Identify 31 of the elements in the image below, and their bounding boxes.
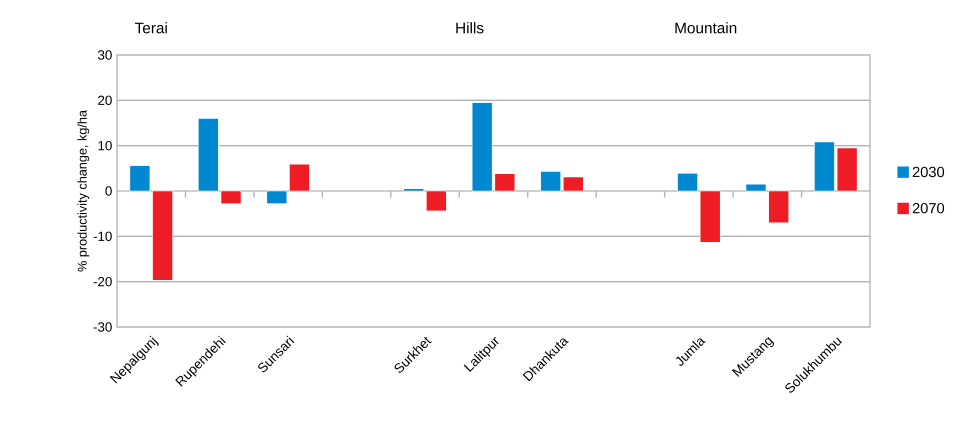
legend-label: 2030 xyxy=(912,166,944,178)
text: Mountain xyxy=(675,22,736,34)
bar xyxy=(677,173,698,192)
y-axis-title: % productivity change, kg/ha xyxy=(77,110,90,272)
bar xyxy=(220,190,242,204)
bar xyxy=(540,171,561,192)
bar xyxy=(266,190,288,204)
bar xyxy=(814,142,835,192)
text: Hills xyxy=(456,22,484,34)
bar xyxy=(403,188,424,192)
bar xyxy=(152,190,173,281)
y-tick-label: -30 xyxy=(94,322,112,332)
y-tick-label: 0 xyxy=(105,186,112,196)
y-tick-label: -10 xyxy=(94,232,112,242)
bar xyxy=(198,118,219,192)
bar xyxy=(700,190,720,242)
bar xyxy=(472,102,492,192)
bar xyxy=(768,190,789,223)
bar xyxy=(130,165,150,192)
bar xyxy=(494,173,516,192)
bar xyxy=(563,176,584,192)
y-tick-label: 30 xyxy=(98,50,112,60)
y-tick-label: 10 xyxy=(98,140,112,150)
y-tick-label: 20 xyxy=(98,96,112,106)
bar xyxy=(746,184,766,192)
y-tick-label: -20 xyxy=(94,276,112,286)
bar xyxy=(836,148,858,192)
legend-label: 2070 xyxy=(912,203,944,214)
bar xyxy=(426,190,447,212)
text: Terai xyxy=(134,22,167,34)
bar xyxy=(289,164,310,192)
